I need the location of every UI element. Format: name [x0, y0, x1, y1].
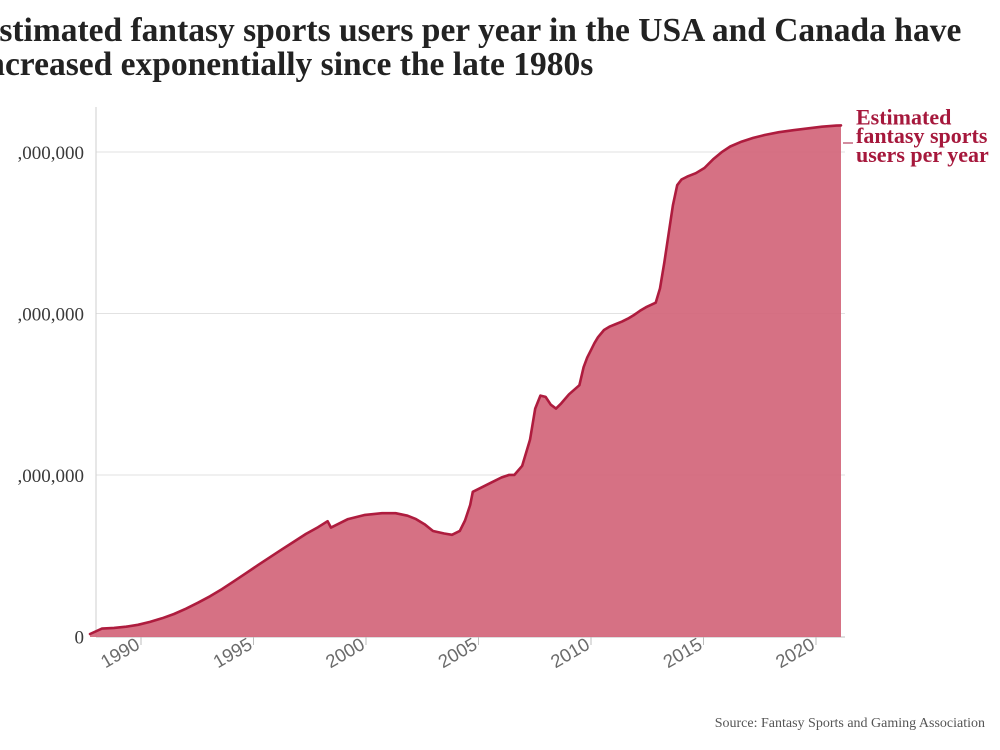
svg-text:2005: 2005	[434, 633, 480, 672]
svg-text:2010: 2010	[547, 633, 593, 672]
svg-text:0: 0	[75, 628, 85, 649]
svg-text:1990: 1990	[97, 633, 143, 672]
svg-text:users per year: users per year	[856, 142, 989, 167]
svg-text:2000: 2000	[322, 633, 368, 672]
svg-text:,000,000: ,000,000	[18, 466, 85, 487]
svg-text:2015: 2015	[659, 633, 705, 672]
svg-text:2020: 2020	[772, 633, 818, 672]
svg-text:,000,000: ,000,000	[18, 143, 85, 164]
svg-text:,000,000: ,000,000	[18, 304, 85, 325]
svg-text:1995: 1995	[209, 633, 255, 672]
